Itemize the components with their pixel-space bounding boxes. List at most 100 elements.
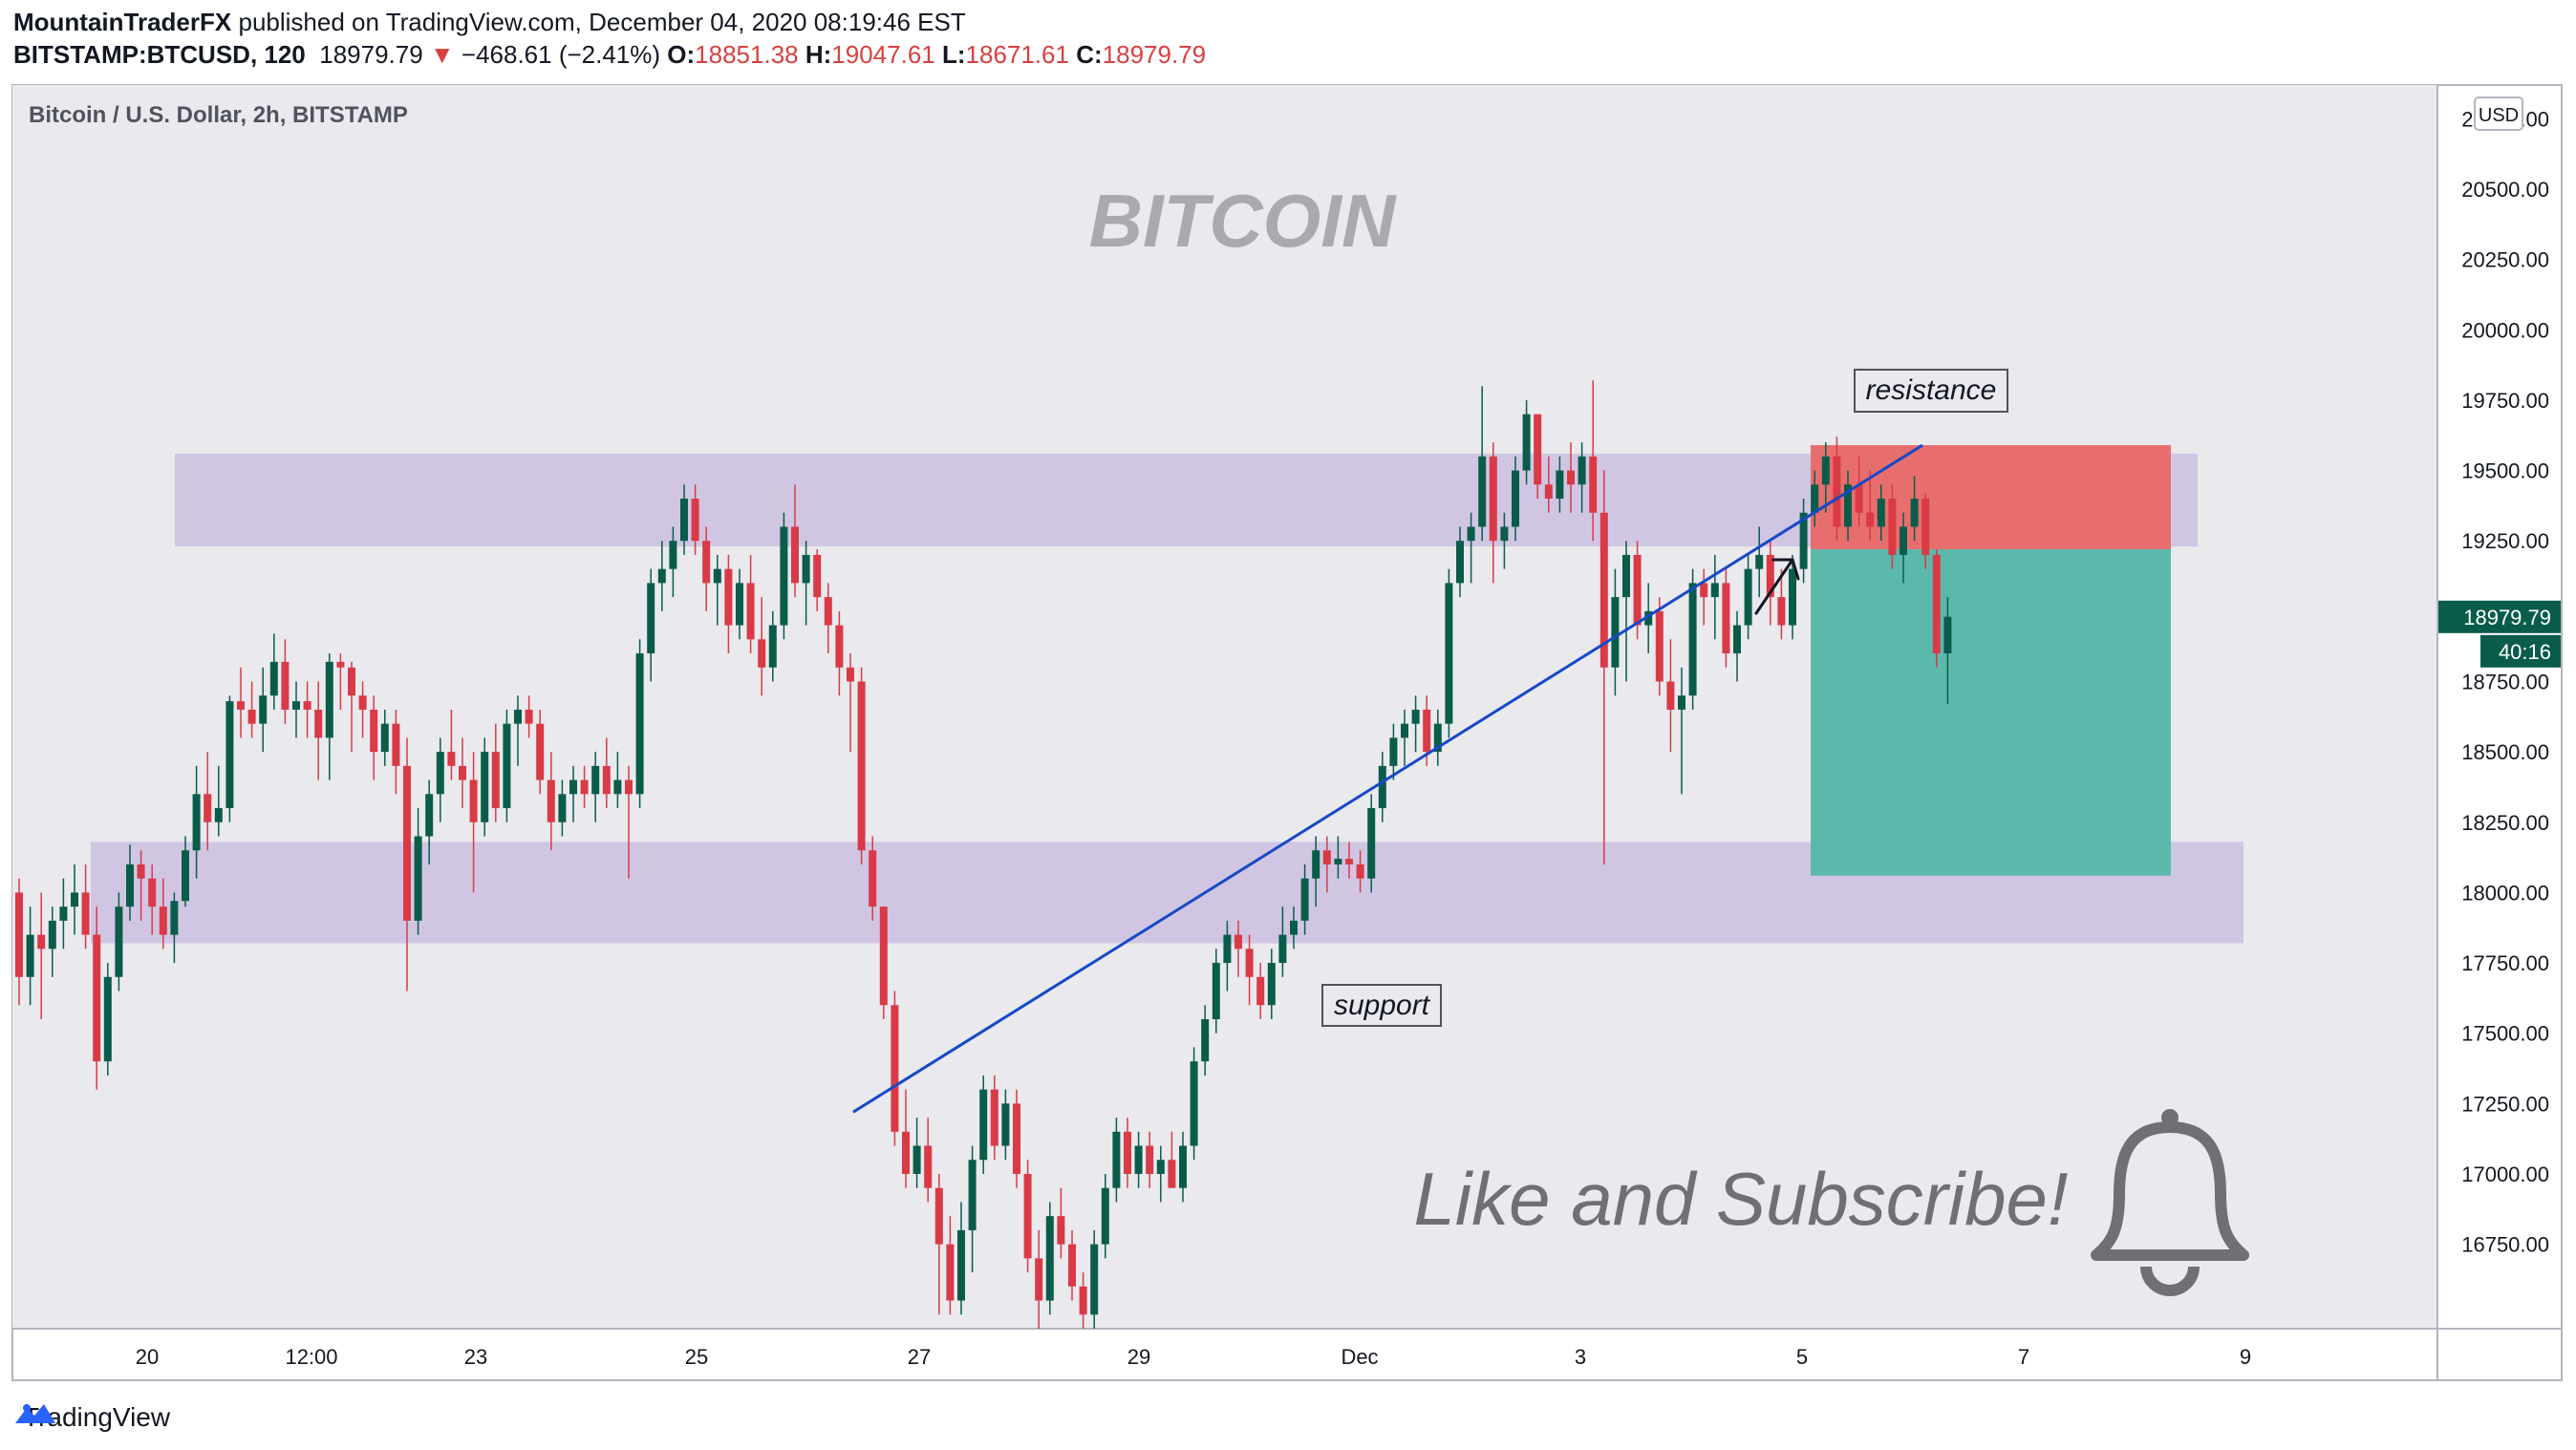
candle[interactable]: [1478, 386, 1487, 542]
candle[interactable]: [946, 1216, 955, 1315]
candle[interactable]: [1290, 906, 1298, 949]
candle[interactable]: [247, 681, 256, 738]
candle[interactable]: [968, 1145, 977, 1273]
candle[interactable]: [1312, 836, 1320, 907]
candle[interactable]: [1101, 1173, 1109, 1259]
candle[interactable]: [1943, 597, 1952, 705]
candle[interactable]: [1112, 1118, 1121, 1203]
candle[interactable]: [1733, 610, 1741, 682]
candle[interactable]: [1401, 709, 1408, 766]
candle[interactable]: [93, 906, 101, 1090]
candle[interactable]: [1345, 842, 1353, 879]
usd-badge[interactable]: USD: [2474, 96, 2523, 131]
candle[interactable]: [1844, 470, 1852, 542]
candle[interactable]: [879, 906, 888, 1019]
support-label[interactable]: support: [1321, 984, 1442, 1027]
candle[interactable]: [635, 639, 644, 809]
take-profit-zone[interactable]: [1811, 549, 2171, 876]
candle[interactable]: [602, 737, 611, 809]
candle[interactable]: [979, 1075, 988, 1174]
author-name[interactable]: MountainTraderFX: [13, 8, 232, 36]
candle[interactable]: [182, 836, 189, 907]
candle[interactable]: [1013, 1089, 1020, 1188]
candle[interactable]: [503, 709, 511, 822]
candle[interactable]: [1090, 1229, 1099, 1329]
candle[interactable]: [115, 892, 123, 992]
candle[interactable]: [1500, 512, 1509, 569]
candle[interactable]: [1001, 1089, 1010, 1161]
candle[interactable]: [325, 653, 333, 780]
candle[interactable]: [1256, 963, 1265, 1019]
candle[interactable]: [1300, 864, 1309, 935]
candle[interactable]: [469, 752, 478, 893]
candle[interactable]: [1223, 920, 1232, 992]
candle[interactable]: [1700, 568, 1708, 626]
candle[interactable]: [1599, 470, 1608, 864]
candle[interactable]: [292, 681, 300, 738]
candle[interactable]: [746, 554, 755, 654]
candle[interactable]: [957, 1202, 965, 1315]
candle[interactable]: [1190, 1047, 1198, 1161]
candle[interactable]: [59, 878, 68, 949]
candle[interactable]: [1134, 1131, 1143, 1188]
candle[interactable]: [1710, 554, 1719, 640]
candle[interactable]: [148, 864, 157, 935]
candle[interactable]: [48, 906, 56, 977]
candle[interactable]: [71, 864, 78, 935]
candle[interactable]: [547, 752, 555, 851]
candle[interactable]: [380, 709, 389, 766]
candle[interactable]: [1755, 526, 1764, 598]
candle[interactable]: [847, 653, 854, 753]
candle[interactable]: [1567, 442, 1575, 513]
candle[interactable]: [1411, 695, 1420, 753]
candle[interactable]: [1035, 1229, 1043, 1329]
candle[interactable]: [1833, 437, 1841, 542]
candle[interactable]: [225, 695, 234, 822]
candle[interactable]: [126, 844, 134, 921]
candle[interactable]: [1744, 554, 1752, 640]
candle[interactable]: [1234, 920, 1242, 977]
candle[interactable]: [81, 864, 90, 949]
candle[interactable]: [1855, 456, 1863, 527]
candle[interactable]: [1378, 752, 1386, 822]
candle[interactable]: [1534, 414, 1542, 500]
candle[interactable]: [1866, 470, 1875, 542]
candle[interactable]: [1622, 541, 1630, 682]
candle[interactable]: [736, 568, 743, 640]
candle[interactable]: [303, 681, 311, 738]
candle[interactable]: [1156, 1145, 1165, 1203]
candle[interactable]: [990, 1075, 998, 1161]
candle[interactable]: [691, 484, 699, 555]
candle[interactable]: [1023, 1160, 1032, 1273]
candle[interactable]: [724, 554, 733, 654]
candle[interactable]: [336, 653, 345, 710]
candle[interactable]: [580, 765, 589, 809]
candle[interactable]: [314, 681, 323, 780]
candle[interactable]: [37, 892, 46, 1019]
candle[interactable]: [192, 765, 201, 879]
candle[interactable]: [1722, 568, 1730, 668]
trendline[interactable]: [852, 443, 1923, 1114]
candle[interactable]: [1544, 456, 1553, 513]
candle[interactable]: [1456, 526, 1464, 598]
candle[interactable]: [1367, 794, 1376, 893]
candle[interactable]: [269, 633, 278, 710]
candle[interactable]: [647, 568, 655, 682]
candle[interactable]: [1245, 934, 1254, 1006]
candle[interactable]: [835, 610, 844, 696]
candle[interactable]: [1877, 484, 1885, 542]
tradingview-footer[interactable]: TradingView: [13, 1400, 170, 1435]
candle[interactable]: [1900, 512, 1907, 584]
candle[interactable]: [1655, 597, 1664, 696]
candle[interactable]: [1389, 723, 1398, 780]
candle[interactable]: [436, 737, 444, 822]
candle[interactable]: [680, 484, 688, 555]
candle[interactable]: [625, 765, 633, 879]
candle[interactable]: [1079, 1272, 1087, 1329]
stop-loss-zone[interactable]: [1811, 445, 2171, 550]
candle[interactable]: [204, 752, 212, 851]
candle[interactable]: [15, 878, 23, 1006]
candle[interactable]: [447, 709, 456, 780]
candle[interactable]: [1799, 499, 1808, 584]
